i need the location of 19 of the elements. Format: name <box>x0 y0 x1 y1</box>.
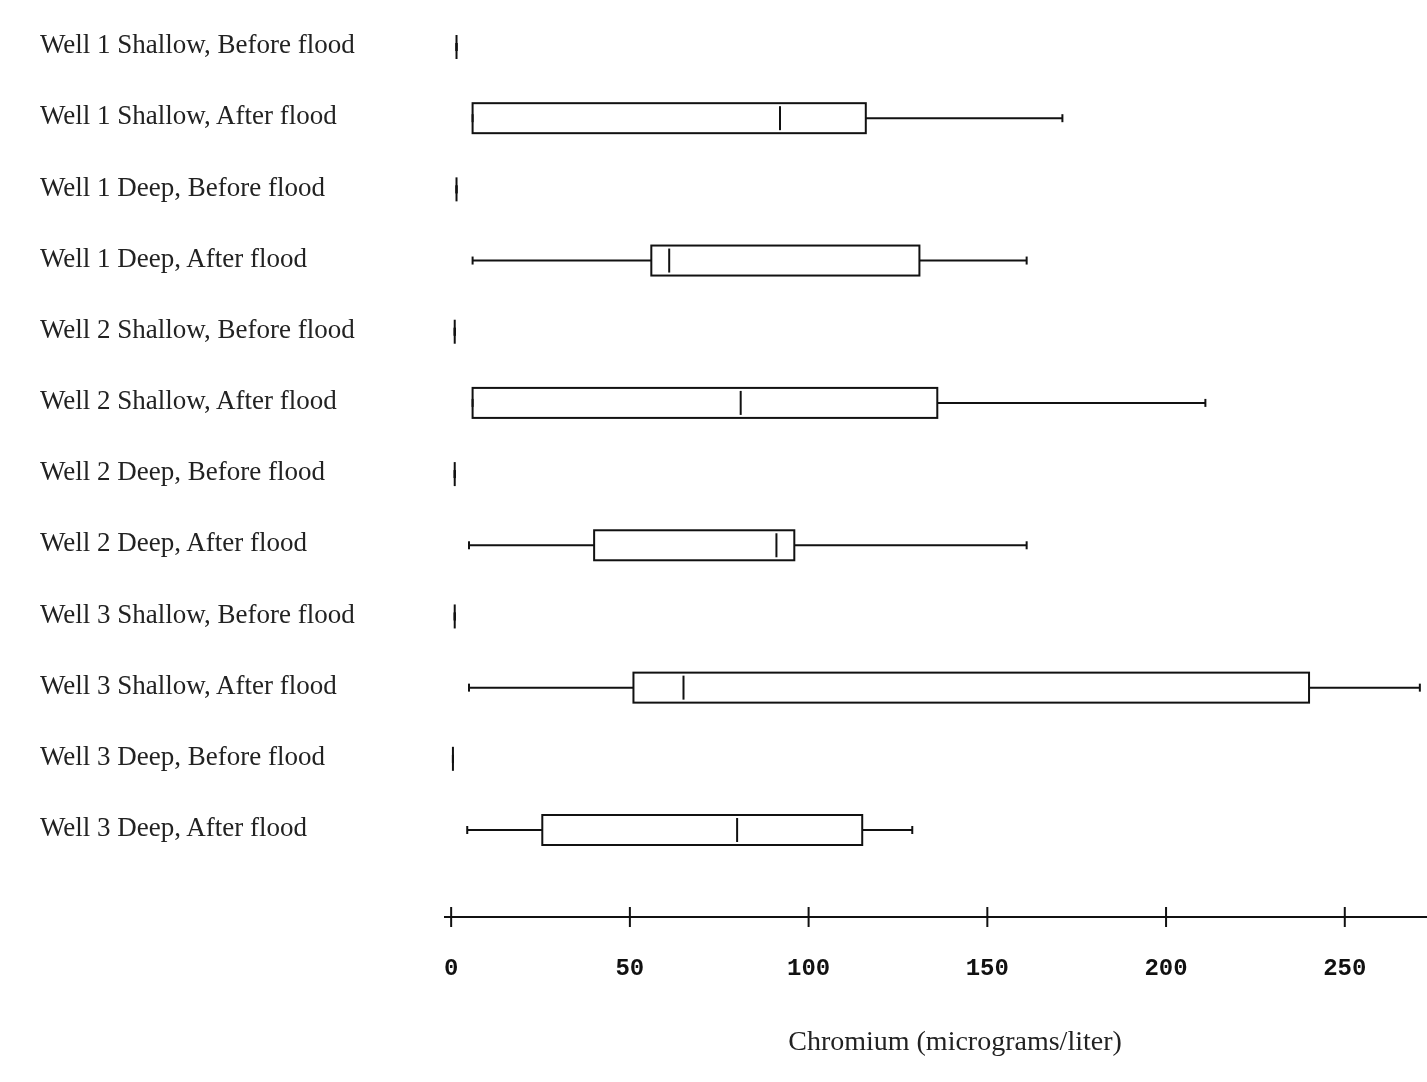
y-tick-label: Well 2 Shallow, After flood <box>40 385 338 416</box>
y-tick-label: Well 3 Shallow, Before flood <box>40 598 356 629</box>
y-tick-label: Well 2 Shallow, Before flood <box>40 313 356 344</box>
y-tick-label: Well 3 Shallow, After flood <box>40 669 338 700</box>
x-tick-label: 200 <box>1144 955 1188 982</box>
x-tick-label: 250 <box>1323 955 1367 982</box>
y-tick-label: Well 2 Deep, Before flood <box>40 456 326 487</box>
x-tick-label: 50 <box>615 955 645 982</box>
y-tick-label: Well 2 Deep, After flood <box>40 527 308 558</box>
y-tick-label: Well 1 Shallow, Before flood <box>40 29 356 60</box>
y-tick-label: Well 1 Deep, Before flood <box>40 171 326 202</box>
y-tick-label: Well 1 Deep, After flood <box>40 242 308 273</box>
y-tick-label: Well 3 Deep, Before flood <box>40 741 326 772</box>
y-tick-label: Well 3 Deep, After flood <box>40 812 308 843</box>
x-tick-label: 150 <box>965 955 1009 982</box>
x-tick-label: 0 <box>443 955 459 982</box>
x-axis-title: Chromium (micrograms/liter) <box>788 1025 1122 1056</box>
x-tick-label: 100 <box>786 955 831 982</box>
y-tick-label: Well 1 Shallow, After flood <box>40 100 338 131</box>
